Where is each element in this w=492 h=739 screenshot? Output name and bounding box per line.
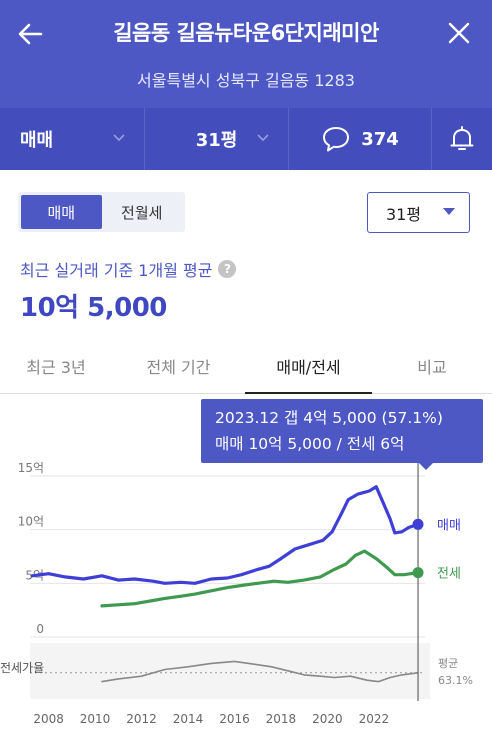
x-tick-label: 2020 (312, 712, 343, 726)
average-label: 최근 실거래 기준 1개월 평균 ? (20, 257, 237, 281)
y-tick-label: 0 (36, 622, 44, 636)
trade-toggle: 매매 전월세 (18, 192, 185, 232)
jeonse-end-label: 전세 (437, 567, 461, 582)
ratio-panel-bg (30, 643, 430, 699)
chart-tooltip: 2023.12 갭 4억 5,000 (57.1%) 매매 10억 5,000 … (201, 399, 483, 470)
comment-count: 374 (361, 128, 399, 150)
jeonse-end-point (412, 567, 424, 579)
ratio-series-line (101, 660, 419, 683)
y-tick-label: 10억 (18, 515, 44, 529)
area-select-value: 31평 (386, 204, 422, 224)
close-icon[interactable] (444, 18, 474, 48)
period-tabs: 최근 3년 전체 기간 매매/전세 비교 (0, 338, 492, 394)
notification-button[interactable] (432, 108, 492, 170)
x-tick-label: 2022 (359, 712, 390, 726)
jeonse-series-line (100, 549, 420, 608)
ratio-average-value: 63.1% (438, 674, 473, 687)
toolbar: 매매 31평 374 (0, 108, 492, 170)
sale-end-point (412, 518, 424, 530)
toggle-jeonse[interactable]: 전월세 (121, 203, 163, 222)
area-select[interactable]: 31평 (367, 192, 470, 233)
tab-sale-jeonse[interactable]: 매매/전세 (245, 338, 372, 394)
tab-compare[interactable]: 비교 (417, 357, 447, 377)
y-tick-label: 15억 (18, 461, 44, 475)
x-tick-label: 2018 (266, 712, 297, 726)
address: 서울특별시 성북구 길음동 1283 (137, 71, 355, 90)
bell-icon (450, 126, 474, 150)
trade-type-dropdown[interactable]: 매매 (0, 108, 145, 170)
toggle-sale[interactable]: 매매 (21, 195, 102, 229)
caret-down-icon (443, 208, 455, 215)
x-tick-label: 2016 (219, 712, 250, 726)
page-title: 길음동 길음뉴타운6단지래미안 (113, 21, 379, 45)
area-label: 31평 (195, 130, 238, 151)
tab-recent-3y[interactable]: 최근 3년 (26, 357, 86, 377)
sale-end-label: 매매 (437, 518, 461, 533)
tooltip-line-1: 2023.12 갭 4억 5,000 (57.1%) (215, 409, 443, 427)
average-label-text: 최근 실거래 기준 1개월 평균 (20, 261, 213, 280)
area-dropdown[interactable]: 31평 (145, 108, 289, 170)
tooltip-line-2: 매매 10억 5,000 / 전세 6억 (215, 435, 405, 453)
sale-series-line (30, 485, 420, 585)
header: 길음동 길음뉴타운6단지래미안 서울특별시 성북구 길음동 1283 (0, 0, 492, 108)
tab-all-period[interactable]: 전체 기간 (146, 357, 211, 377)
help-icon[interactable]: ? (218, 260, 237, 278)
x-tick-label: 2012 (126, 712, 157, 726)
chevron-down-icon (257, 134, 269, 142)
ratio-axis-label: 전세가율 (0, 661, 44, 675)
average-value: 10억 5,000 (20, 293, 167, 323)
comments-button[interactable]: 374 (289, 108, 432, 170)
ratio-average-label: 평균 (438, 657, 458, 670)
trade-type-label: 매매 (20, 130, 54, 151)
x-tick-label: 2010 (80, 712, 111, 726)
x-tick-label: 2014 (173, 712, 204, 726)
speech-bubble-icon (323, 127, 350, 152)
back-arrow-icon[interactable] (14, 18, 46, 50)
x-tick-label: 2008 (33, 712, 64, 726)
chevron-down-icon (113, 134, 125, 142)
